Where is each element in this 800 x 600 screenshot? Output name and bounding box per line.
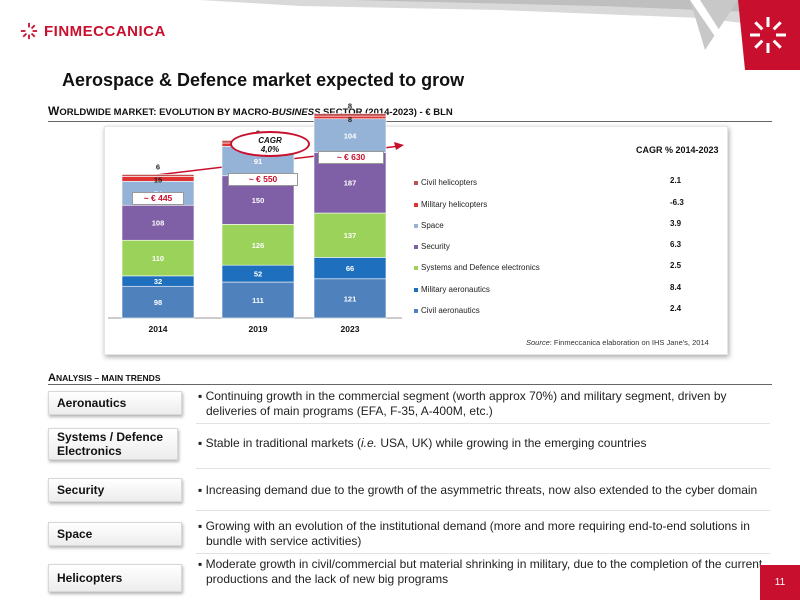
legend-label: Space: [421, 221, 444, 230]
cagr-value: -6.3: [670, 198, 684, 207]
bar-segment: [121, 174, 195, 177]
cagr-value: 3.9: [670, 219, 682, 228]
legend-swatch: [414, 244, 418, 249]
legend-swatch: [414, 265, 418, 270]
header-decoration: [200, 0, 800, 70]
legend-item: Space: [414, 221, 444, 230]
legend-swatch: [414, 308, 418, 313]
bar-value-label: 108: [152, 219, 165, 228]
legend-label: Systems and Defence electronics: [421, 263, 540, 272]
cagr-value: 2.5: [670, 261, 682, 270]
row-label-systems: Systems / Defence Electronics: [48, 428, 178, 460]
bar-value-label: 32: [154, 277, 162, 286]
total-label-2014: ~ € 445: [132, 192, 184, 205]
bar-value-label: 6: [156, 162, 160, 171]
row-text-space: ▪ Growing with an evolution of the insti…: [198, 519, 750, 548]
bar-segment: [313, 118, 387, 153]
cagr-value: 2.4: [670, 304, 682, 313]
cagr-value: 2.1: [670, 176, 682, 185]
bar-segment: [121, 285, 195, 319]
legend-item: Military helicopters: [414, 200, 487, 209]
x-tick-label: 2014: [149, 324, 168, 334]
bar-value-label: 150: [252, 196, 265, 205]
bar-value-label: 121: [344, 294, 357, 303]
row-text-aeronautics: ▪ Continuing growth in the commercial se…: [198, 389, 727, 418]
bar-value-label: 52: [254, 270, 262, 279]
chart-source: Source: Finmeccanica elaboration on IHS …: [526, 338, 709, 347]
legend-label: Civil aeronautics: [421, 306, 480, 315]
cagr-arrow-head: [394, 142, 404, 150]
bar-segment: [121, 204, 195, 241]
x-tick-label: 2019: [249, 324, 268, 334]
bar-segment: [221, 281, 295, 319]
total-label-2019: ~ € 550: [228, 173, 298, 186]
cagr-column-header: CAGR % 2014-2023: [636, 145, 719, 155]
page-title: Aerospace & Defence market expected to g…: [62, 70, 465, 90]
legend-swatch: [414, 180, 418, 185]
section-title: Worldwide market: evolution by macro-bus…: [48, 104, 453, 118]
legend-label: Military aeronautics: [421, 285, 490, 294]
logo-mark-icon: [20, 22, 38, 40]
bar-segment: [313, 212, 387, 258]
bar-value-label: 91: [254, 157, 262, 166]
legend-item: Military aeronautics: [414, 285, 490, 294]
row-text-helicopters: ▪ Moderate growth in civil/commercial bu…: [198, 557, 763, 586]
row-text-systems: ▪ Stable in traditional markets (i.e. US…: [198, 436, 647, 450]
analysis-title: Analysis – main trends: [48, 372, 161, 384]
bar-value-label: 98: [154, 298, 162, 307]
legend-swatch: [414, 202, 418, 207]
bar-value-label: 66: [346, 264, 354, 273]
section-rule: [48, 121, 772, 122]
legend-swatch: [414, 287, 418, 292]
bar-segment: [313, 113, 387, 117]
legend-label: Security: [421, 242, 450, 251]
cagr-value: 8.4: [670, 283, 682, 292]
legend-item: Civil helicopters: [414, 178, 477, 187]
row-separator: [196, 423, 770, 424]
row-label-space: Space: [48, 522, 182, 546]
bar-value-label: 126: [252, 241, 265, 250]
legend-item: Security: [414, 242, 450, 251]
row-label-aeronautics: Aeronautics: [48, 391, 182, 415]
row-separator: [196, 510, 770, 511]
bar-value-label: 104: [344, 132, 357, 141]
logo-text: FINMECCANICA: [44, 22, 166, 40]
legend-label: Military helicopters: [421, 200, 488, 209]
legend-swatch: [414, 223, 418, 228]
x-tick-label: 2023: [341, 324, 360, 334]
bar-value-label: 110: [152, 254, 164, 263]
legend-label: Civil helicopters: [421, 178, 478, 187]
legend-item: Civil aeronautics: [414, 306, 480, 315]
row-label-security: Security: [48, 478, 182, 502]
bar-value-label: 187: [344, 179, 357, 188]
bar-value-label: 137: [344, 231, 357, 240]
legend-item: Systems and Defence electronics: [414, 263, 540, 272]
bar-segment: [121, 239, 195, 277]
bar-value-label: 15: [154, 175, 162, 184]
cagr-bubble: CAGR 4,0%: [230, 131, 310, 157]
row-separator: [196, 468, 770, 469]
row-separator: [196, 553, 770, 554]
chart-panel: [104, 126, 728, 355]
company-logo: FINMECCANICA: [20, 22, 166, 40]
row-text-security: ▪ Increasing demand due to the growth of…: [198, 483, 758, 497]
cagr-value: 6.3: [670, 240, 682, 249]
bar-segment: [221, 224, 295, 266]
analysis-rule: [48, 384, 772, 385]
bar-segment: [313, 278, 387, 319]
bar-value-label: 8: [348, 115, 352, 124]
total-label-2023: ~ € 630: [318, 151, 384, 164]
bar-value-label: 8: [348, 102, 352, 111]
bar-value-label: 111: [252, 296, 264, 305]
page-number: 11: [760, 565, 800, 600]
row-label-helicopters: Helicopters: [48, 564, 182, 592]
